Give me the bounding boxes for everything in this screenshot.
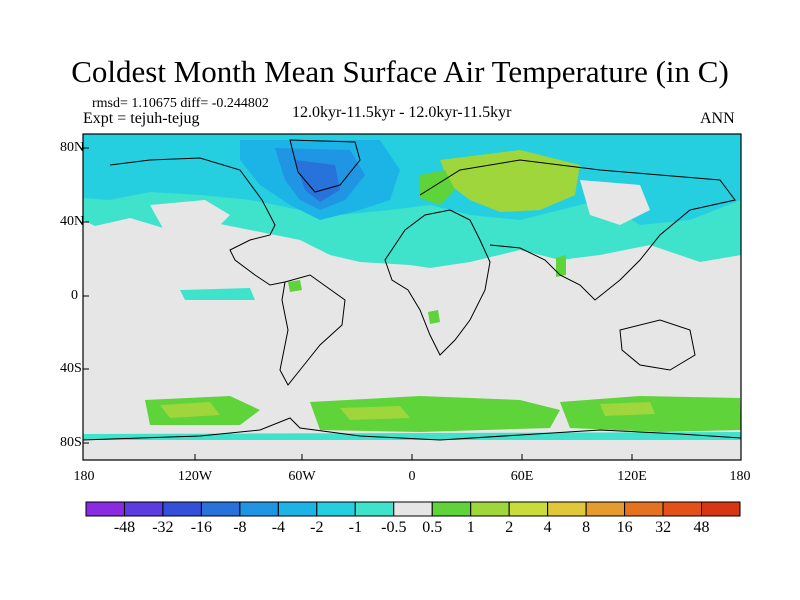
colorbar-label: -8 [233, 519, 247, 536]
colorbar-label: 4 [543, 519, 552, 536]
coast-australia [619, 319, 696, 371]
coast-greenland [289, 139, 361, 193]
colorbar-swatch [431, 501, 472, 517]
warm-patch-africa [428, 310, 440, 324]
map-title: Coldest Month Mean Surface Air Temperatu… [71, 54, 729, 89]
colorbar-label: 32 [655, 519, 672, 536]
colorbar-label: 1 [466, 519, 475, 536]
colorbar-swatch [162, 501, 202, 517]
experiment-line: Expt = tejuh-tejug [83, 110, 200, 127]
lon-label-120e: 120E [617, 469, 647, 484]
lon-label-0: 0 [408, 469, 416, 484]
coast-europe-africa [384, 209, 491, 356]
colorbar [85, 501, 741, 517]
coast-north-america [109, 157, 286, 286]
colorbar-swatch [701, 501, 741, 517]
colorbar-label: 2 [505, 519, 514, 536]
colorbar-swatch [354, 501, 395, 517]
colorbar-label: -2 [310, 519, 324, 536]
colorbar-swatch [547, 501, 587, 517]
colorbar-swatch [85, 501, 125, 517]
coast-antarctica [82, 417, 742, 441]
lon-label-60e: 60E [510, 469, 534, 484]
lon-label-180w: 180 [73, 469, 95, 484]
coast-eurasia [419, 159, 736, 301]
colorbar-label: -48 [113, 519, 136, 536]
colorbar-label: -1 [348, 519, 362, 536]
coast-south-america [279, 274, 346, 386]
cool-patch-atlantic [180, 288, 255, 300]
lon-label-120w: 120W [177, 469, 213, 484]
colorbar-label: 8 [582, 519, 591, 536]
coldest-region-baffin [295, 160, 340, 202]
coastlines [82, 139, 742, 441]
colorbar-swatch [470, 501, 510, 517]
neutral-region-northamerica [150, 200, 230, 235]
colorbar-label: 16 [616, 519, 633, 536]
warm-region-southern-ocean [145, 396, 741, 432]
map-ticks [83, 147, 633, 460]
period-range-line: 12.0kyr-11.5kyr - 12.0kyr-11.5kyr [292, 104, 512, 121]
colorbar-label: -32 [152, 519, 174, 536]
lon-label-60w: 60W [288, 469, 316, 484]
colorbar-label: -16 [190, 519, 213, 536]
neutral-region-asia [580, 180, 650, 225]
colorbar-swatch [239, 501, 279, 517]
colorbar-swatch [277, 501, 318, 517]
warmer-region-southern-ocean [160, 402, 655, 420]
warm-patch-arabia [556, 255, 566, 277]
season-label: ANN [700, 110, 735, 127]
colorbar-label: 0.5 [422, 519, 443, 536]
colorbar-swatch [123, 501, 164, 517]
warm-region-siberia [440, 150, 580, 212]
lat-label-0: 0 [71, 288, 78, 303]
lat-label-80s: 80S [60, 435, 82, 450]
lat-label-40n: 40N [60, 214, 85, 229]
colorbar-swatch [624, 501, 664, 517]
colorbar-swatch [508, 501, 549, 517]
colorbar-label: 48 [693, 519, 710, 536]
colorbar-label: -0.5 [381, 519, 407, 536]
lat-label-80n: 80N [60, 140, 85, 155]
colorbar-swatch [662, 501, 703, 517]
stats-line: rmsd= 1.10675 diff= -0.244802 [92, 96, 269, 111]
colorbar-swatch [316, 501, 356, 517]
lon-label-180e: 180 [729, 469, 751, 484]
colorbar-swatch [585, 501, 626, 517]
warm-patch-andes [288, 280, 302, 292]
neutral-antarctica-interior [83, 440, 741, 460]
colorbar-swatch [393, 501, 433, 517]
colorbar-label: -4 [271, 519, 286, 536]
lat-label-40s: 40S [60, 361, 82, 376]
colorbar-swatch [200, 501, 241, 517]
